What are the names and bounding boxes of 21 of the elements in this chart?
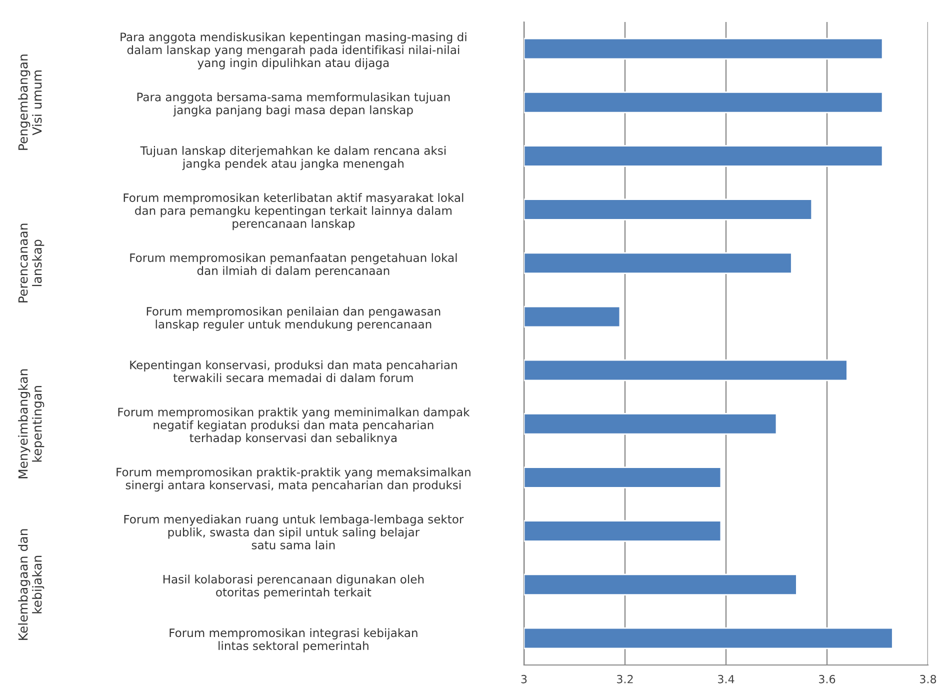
- y-tick-label: Forum mempromosikan praktik-praktik yang memaksimalkan sinergi antara konservasi, mata pencaharian dan produksi: [116, 468, 470, 492]
- y-tick-label: Forum mempromosikan integrasi kebijakan lintas sektoral pemerintah: [170, 628, 418, 652]
- y-tick-label: Para anggota bersama-sama memformulasikan tujuan jangka panjang bagi masa depan lanskap: [137, 92, 450, 116]
- text: Kelembagaan dan kebijakan: [18, 529, 44, 640]
- y-tick-label: Forum mempromosikan pemanfaatan pengetahuan lokal dan ilmiah di dalam perencanaan: [130, 253, 457, 278]
- y-tick-label: Forum mempromosikan penilaian dan pengawasan lanskap reguler untuk mendukung perencanaan: [146, 306, 440, 331]
- x-tick-label: 3.4: [718, 674, 734, 684]
- y-tick-label: Forum mempromosikan praktik yang meminimalkan dampak negatif kegiatan produksi dan mata pencaharian terhadap konservasi dan sebaliknya: [118, 407, 470, 444]
- x-tick-label: 3.2: [617, 674, 633, 684]
- y-tick-label: Kepentingan konservasi, produksi dan mata pencaharian terwakili secara memadai di dalam forum: [130, 360, 457, 382]
- y-tick-label: Tujuan lanskap diterjemahkan ke dalam rencana aksi jangka pendek atau jangka menengah: [140, 146, 446, 170]
- text: Pengembangan Visi umum: [18, 54, 42, 150]
- y-tick-label: Forum mempromosikan keterlibatan aktif masyarakat lokal dan para pemangku kepentingan terkait lainnya dalam perencanaan lanskap: [124, 193, 464, 230]
- text: Perencanaan lanskap: [18, 224, 44, 302]
- text: Menyeimbangkan kepentingan: [18, 369, 44, 478]
- y-tick-label: Forum menyediakan ruang untuk lembaga-lembaga sektor publik, swasta dan sipil untuk saling belajar satu sama lain: [124, 514, 464, 550]
- y-tick-label: Hasil kolaborasi perencanaan digunakan oleh otoritas pemerintah terkait: [163, 574, 424, 599]
- x-tick-label: 3.8: [920, 674, 936, 684]
- x-tick-label: 3: [521, 674, 527, 684]
- x-tick-label: 3.6: [819, 674, 836, 684]
- y-tick-label: Para anggota mendiskusikan kepentingan masing-masing di dalam lanskap yang mengarah pada identifikasi nilai-nilai yang ingin dipulihkan atau dijaga: [120, 32, 466, 70]
